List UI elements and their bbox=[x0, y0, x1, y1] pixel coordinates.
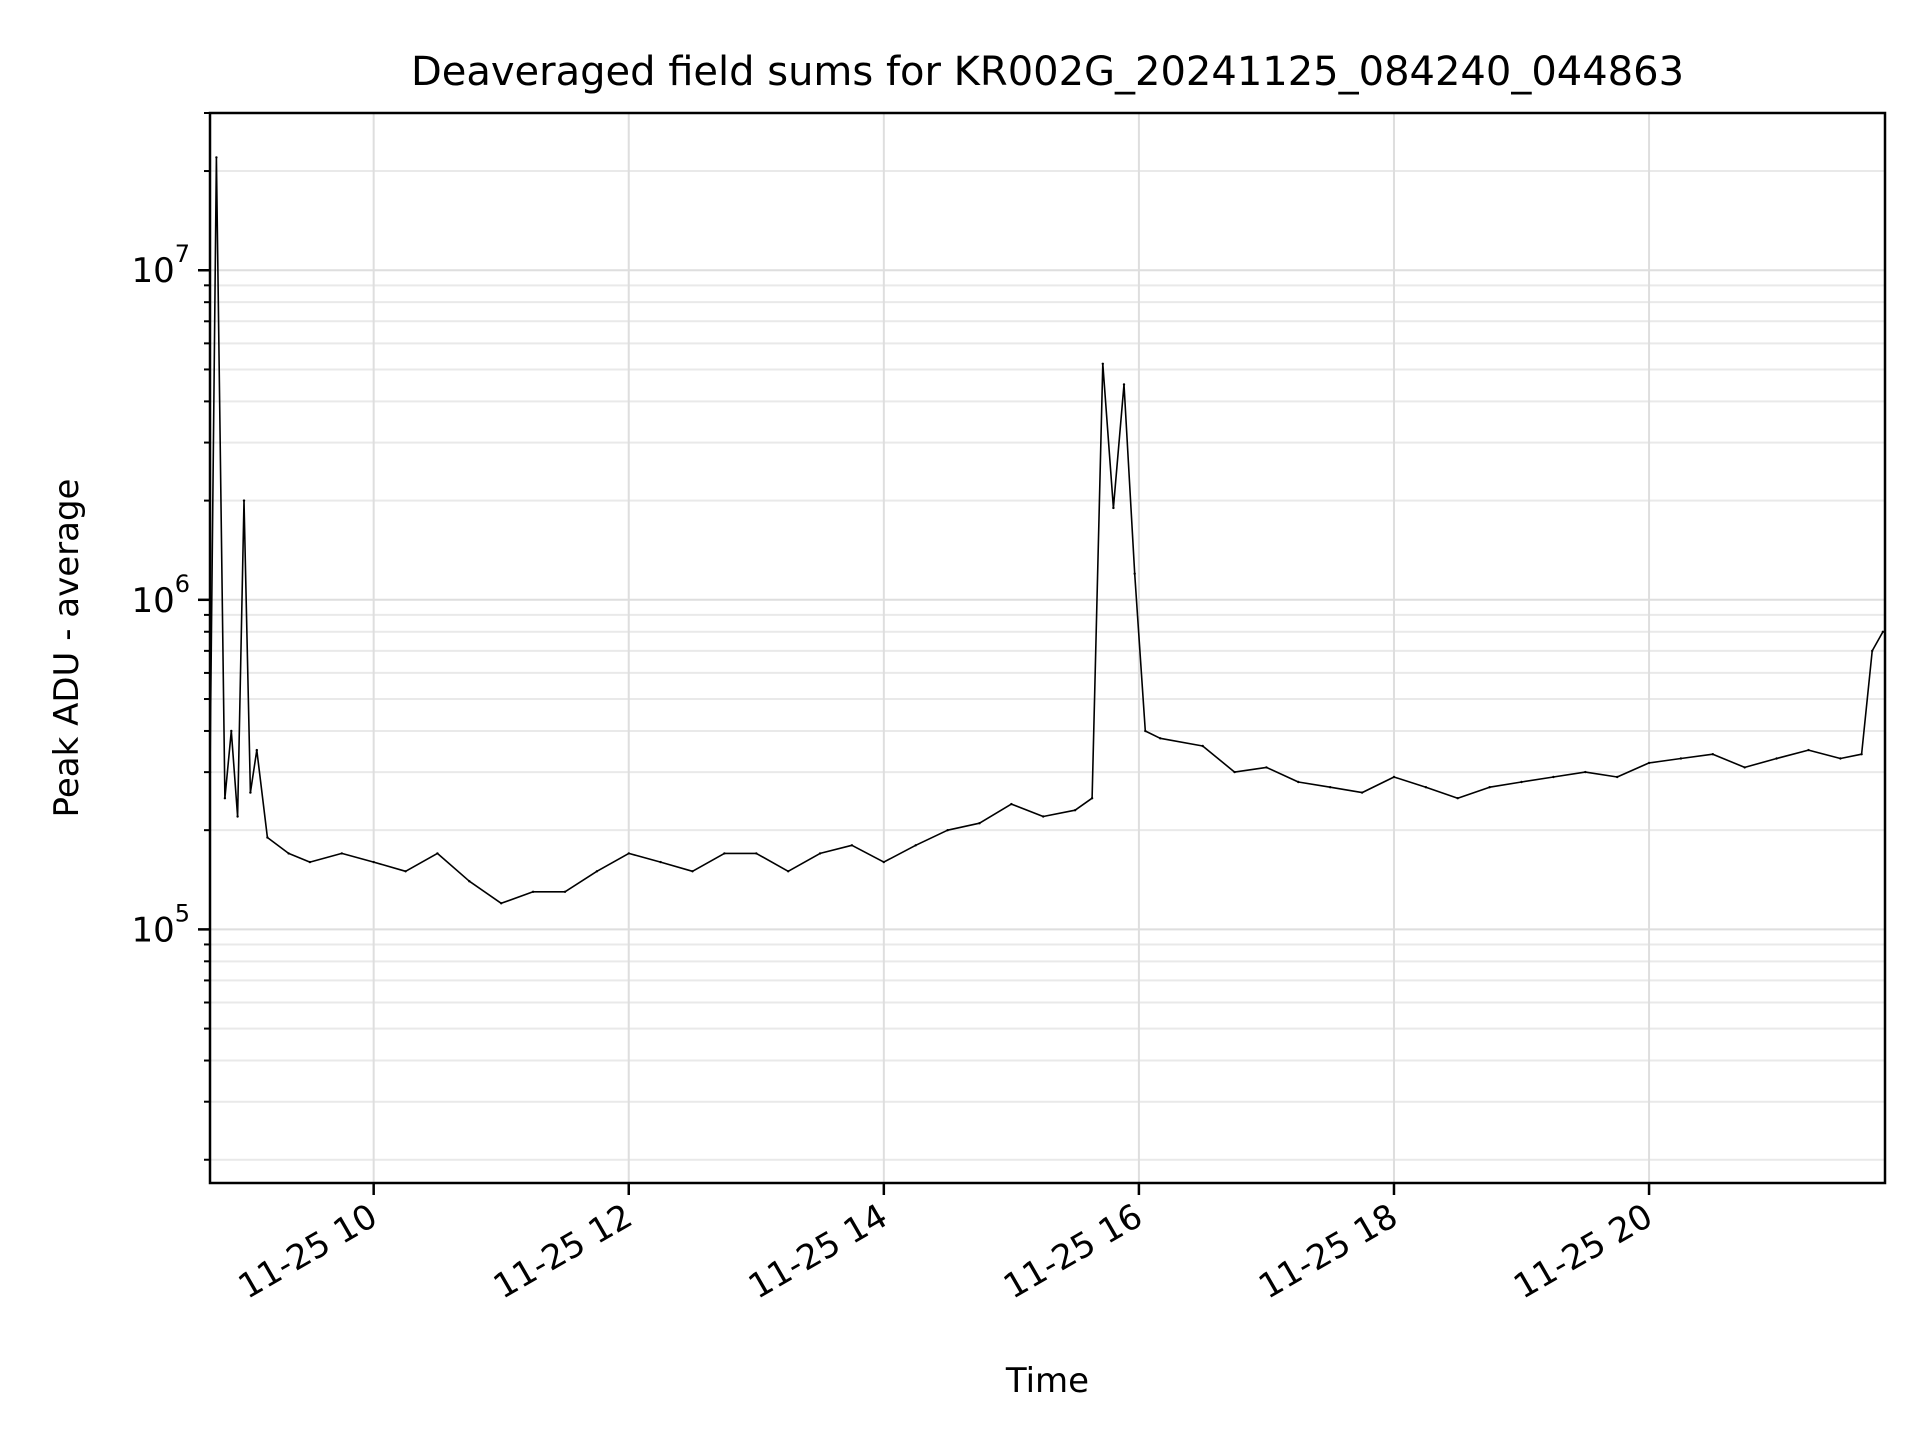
series-point bbox=[287, 852, 290, 855]
grid-layer bbox=[210, 112, 1885, 1183]
y-tick-exponent: 5 bbox=[175, 899, 190, 927]
series-point bbox=[230, 729, 233, 733]
series-point bbox=[1265, 766, 1268, 769]
series-point bbox=[627, 852, 630, 855]
series-point bbox=[755, 852, 758, 855]
series-point bbox=[1711, 753, 1715, 756]
series-point bbox=[531, 890, 535, 893]
series-point bbox=[1520, 780, 1523, 784]
series-point bbox=[1133, 572, 1136, 575]
series-point bbox=[691, 870, 694, 873]
series-point bbox=[1424, 786, 1428, 789]
series-point bbox=[1647, 761, 1651, 765]
series-point bbox=[1552, 775, 1555, 779]
series-point bbox=[882, 860, 885, 864]
series-point bbox=[249, 791, 252, 794]
series-point bbox=[563, 890, 567, 893]
series-point bbox=[659, 860, 662, 864]
y-tick-base: 10 bbox=[131, 581, 174, 621]
series-point bbox=[266, 836, 269, 839]
series-point bbox=[1144, 729, 1147, 733]
series-point bbox=[1329, 786, 1332, 789]
series-point bbox=[1584, 770, 1587, 774]
chart-title: Deaveraged field sums for KR002G_2024112… bbox=[411, 49, 1684, 95]
series-point bbox=[914, 844, 917, 847]
series-layer bbox=[208, 156, 1885, 905]
series-point bbox=[236, 815, 239, 818]
series-point bbox=[1860, 753, 1863, 756]
series-point bbox=[308, 860, 312, 864]
series-point bbox=[1488, 786, 1491, 789]
series-point bbox=[946, 829, 949, 832]
series-point bbox=[223, 797, 227, 800]
series-point bbox=[372, 860, 375, 864]
series-point bbox=[723, 852, 726, 855]
y-tick-base: 10 bbox=[131, 251, 174, 291]
y-tick-label: 107 bbox=[131, 240, 190, 291]
plot-frame bbox=[208, 111, 1887, 1185]
y-axis-label: Peak ADU - average bbox=[47, 479, 87, 818]
series-point bbox=[1101, 362, 1105, 365]
series-point bbox=[1807, 748, 1810, 752]
series-point bbox=[850, 844, 854, 847]
series-point bbox=[242, 499, 246, 502]
series-point bbox=[1881, 630, 1885, 633]
series-point bbox=[1616, 775, 1619, 779]
series-point bbox=[1297, 780, 1300, 784]
series-point bbox=[500, 902, 503, 905]
series-point bbox=[1233, 770, 1236, 774]
series-point bbox=[1201, 744, 1204, 748]
y-tick-exponent: 7 bbox=[175, 240, 190, 268]
series-point bbox=[1392, 775, 1396, 779]
series-point bbox=[1010, 802, 1013, 806]
series-point bbox=[340, 852, 343, 855]
series-point bbox=[1122, 383, 1126, 386]
series-point bbox=[1871, 649, 1874, 653]
series-point bbox=[215, 156, 218, 159]
series-line-0 bbox=[209, 156, 1884, 905]
series-point bbox=[404, 870, 407, 873]
y-tick-base: 10 bbox=[131, 910, 174, 950]
series-point bbox=[1090, 797, 1094, 800]
y-tick-label: 105 bbox=[131, 899, 190, 950]
series-point bbox=[787, 870, 790, 873]
y-tick-exponent: 6 bbox=[175, 570, 190, 598]
series-point bbox=[1743, 766, 1746, 769]
series-point bbox=[468, 880, 471, 883]
series-point bbox=[1679, 757, 1683, 760]
series-point bbox=[595, 870, 599, 873]
series-point bbox=[818, 852, 822, 855]
series-point bbox=[1839, 757, 1842, 760]
series-point bbox=[1112, 506, 1115, 510]
series-point bbox=[436, 852, 439, 855]
series-point bbox=[1073, 809, 1077, 812]
series-point bbox=[255, 748, 258, 752]
series-point bbox=[1360, 791, 1364, 794]
series-point bbox=[1456, 797, 1459, 800]
series-point bbox=[1042, 815, 1045, 818]
x-axis-label: Time bbox=[1005, 1361, 1089, 1401]
series-point bbox=[1159, 737, 1162, 740]
series-point bbox=[978, 822, 981, 825]
series-point bbox=[1775, 757, 1778, 760]
y-tick-label: 106 bbox=[131, 570, 190, 621]
